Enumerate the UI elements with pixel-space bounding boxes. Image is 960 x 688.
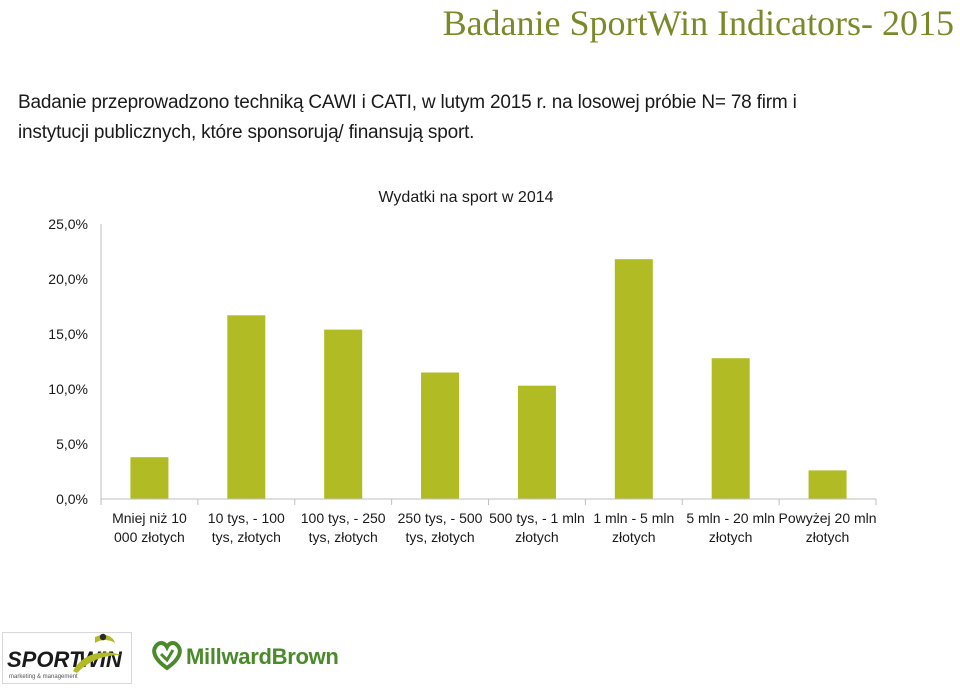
intro-text: Badanie przeprowadzono techniką CAWI i C… [18,88,938,148]
chart-title: Wydatki na sport w 2014 [378,189,553,206]
x-category-label: 500 tys, - 1 mln złotych [489,510,585,545]
footer-logos: SPORT WIN marketing & management Millwar… [0,628,960,684]
y-tick-label: 25,0% [48,216,88,232]
sportwin-logo-sport: SPORT [7,647,84,672]
y-tick-label: 10,0% [48,381,88,397]
spending-bar-chart: Wydatki na sport w 2014 0,0% 5,0% 10,0% 15,… [48,189,877,545]
x-category-label: 1 mln - 5 mln złotych [593,510,674,545]
y-tick-label: 20,0% [48,271,88,287]
page-title: Badanie SportWin Indicators- 2015 [442,3,954,43]
bar [130,457,169,499]
bar [421,372,460,499]
x-category-label: 5 mln - 20 mln złotych [686,510,775,545]
millwardbrown-logo: MillwardBrown [150,638,350,678]
bar [808,470,847,499]
x-category-label: 10 tys, - 100 tys, złotych [208,510,285,545]
millwardbrown-heart-icon [152,641,182,671]
bar [711,358,750,499]
y-tick-label: 15,0% [48,326,88,342]
x-category-label: Powyżej 20 mln złotych [779,510,877,545]
bar [227,315,266,499]
millwardbrown-wordmark: MillwardBrown [186,644,339,669]
sportwin-logo: SPORT WIN marketing & management [2,632,132,684]
x-category-label: Mniej niż 10 000 złotych [112,510,187,545]
y-tick-label: 0,0% [56,491,88,507]
bar [324,329,363,499]
intro-line-2: instytucji publicznych, które sponsorują… [18,122,475,143]
bar [517,385,556,499]
x-category-label: 250 tys, - 500 tys, złotych [398,510,483,545]
x-category-label: 100 tys, - 250 tys, złotych [301,510,386,545]
sportwin-logo-tagline: marketing & management [9,674,78,680]
bar [614,259,653,499]
intro-line-1: Badanie przeprowadzono techniką CAWI i C… [18,92,797,113]
y-tick-label: 5,0% [56,436,88,452]
